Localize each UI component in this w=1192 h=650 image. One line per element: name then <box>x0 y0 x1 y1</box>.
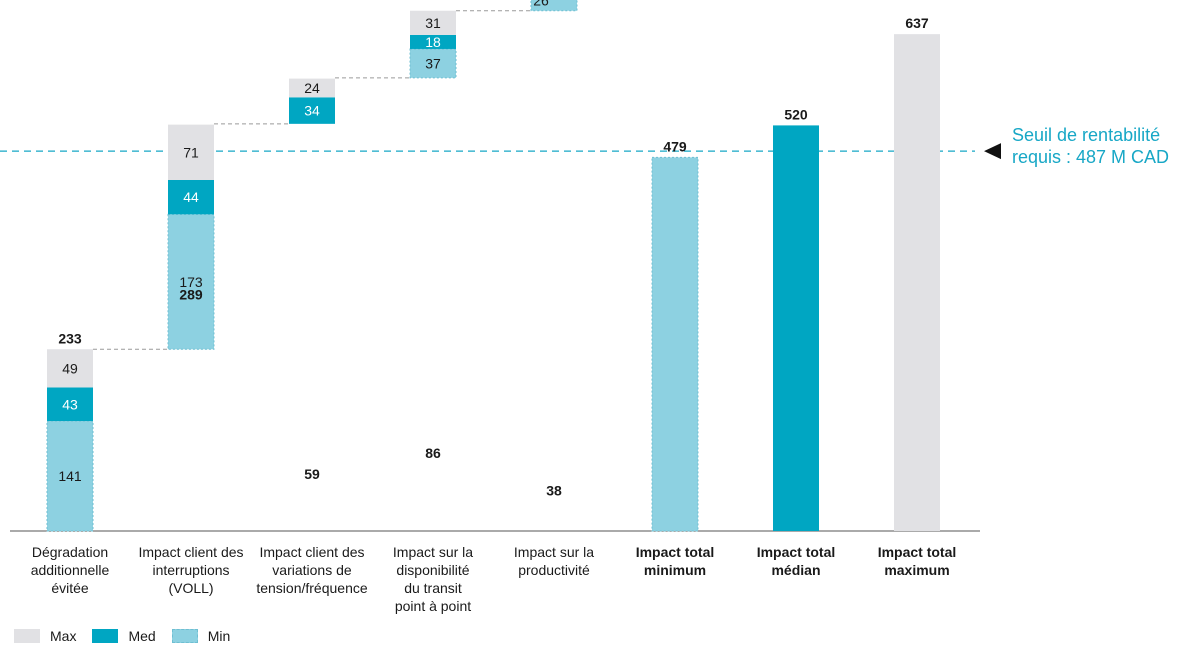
data-label-min-4: 26 <box>533 0 549 9</box>
legend-item-min: Min <box>171 628 231 644</box>
legend-label-max: Max <box>50 628 77 644</box>
total-label-2: 59 <box>304 466 320 482</box>
bar-max-7 <box>894 34 940 531</box>
x-category-label-6: Impact total médian <box>731 543 861 579</box>
bar-med-3 <box>410 34 456 49</box>
x-category-label-5-line-1: minimum <box>643 562 707 578</box>
data-label-min-1: 173 <box>179 274 203 290</box>
x-category-label-1-line-2: (VOLL) <box>168 580 214 596</box>
x-category-label-2-line-2: tension/fréquence <box>256 580 368 596</box>
bar-min-4 <box>530 0 578 12</box>
x-category-label-6-line-1: médian <box>771 562 821 578</box>
legend-label-min: Min <box>207 628 231 644</box>
data-label-med-1: 44 <box>183 189 199 205</box>
bar-max-2 <box>289 78 335 98</box>
data-label-med-2: 34 <box>304 103 320 119</box>
x-category-label-2-line-0: Impact client des <box>259 544 365 560</box>
bar-min-5 <box>651 156 699 532</box>
data-label-min-3: 37 <box>425 55 441 71</box>
x-category-label-3-line-0: Impact sur la <box>392 544 474 560</box>
total-label-7: 637 <box>905 15 929 31</box>
x-category-label-0-line-0: Dégradation <box>31 544 109 560</box>
x-category-label-2: Impact client des variations de tension/fr… <box>247 543 377 597</box>
x-category-label-0-line-2: évitée <box>51 580 89 596</box>
data-label-min-0: 141 <box>58 468 82 484</box>
x-category-label-4-line-0: Impact sur la <box>513 544 595 560</box>
legend-label-med: Med <box>128 628 156 644</box>
data-label-max-2: 24 <box>304 80 320 96</box>
x-category-label-3-line-1: disponibilité <box>396 562 470 578</box>
legend-swatch-med <box>92 629 119 643</box>
x-category-label-1: Impact client des interruptions (VOLL) <box>126 543 256 597</box>
x-category-label-4: Impact sur la productivité <box>489 543 619 579</box>
total-label-3: 86 <box>425 445 441 461</box>
bar-med-2 <box>289 97 335 124</box>
data-label-max-0: 49 <box>62 360 78 376</box>
threshold-label: Seuil de rentabilité requis : 487 M CAD <box>1012 124 1169 168</box>
x-category-label-6-line-0: Impact total <box>756 544 836 560</box>
data-label-max-3: 31 <box>425 15 441 31</box>
total-label-4: 38 <box>546 482 562 498</box>
legend-item-max: Max <box>14 628 76 644</box>
x-category-label-4-line-1: productivité <box>518 562 590 578</box>
total-label-6: 520 <box>784 106 808 122</box>
bar-max-3 <box>410 10 456 35</box>
bar-med-0 <box>47 387 93 422</box>
legend-item-med: Med <box>92 628 156 644</box>
bar-med-6 <box>773 125 819 532</box>
bar-min-0 <box>46 420 94 532</box>
legend: Max Med Min <box>14 628 246 644</box>
bar-max-0 <box>47 349 93 388</box>
legend-swatch-max <box>14 629 40 643</box>
bar-min-1 <box>167 213 215 350</box>
threshold-label-line-1: Seuil de rentabilité <box>1012 125 1161 145</box>
bar-med-1 <box>168 180 214 215</box>
x-category-label-1-line-0: Impact client des <box>138 544 244 560</box>
x-category-label-3: Impact sur la disponibilité du transit poin… <box>368 543 498 615</box>
x-category-label-3-line-3: point à point <box>394 598 472 614</box>
x-category-label-1-line-1: interruptions <box>152 562 230 578</box>
data-label-med-0: 43 <box>62 396 78 412</box>
threshold-label-line-2: requis : 487 M CAD <box>1012 147 1170 167</box>
x-category-label-0-line-1: additionnelle <box>30 562 110 578</box>
threshold-marker <box>984 143 1001 160</box>
bar-min-3 <box>409 48 457 79</box>
total-label-5: 479 <box>663 138 687 154</box>
data-label-max-1: 71 <box>183 144 199 160</box>
legend-swatch-min <box>171 629 198 643</box>
total-label-1: 289 <box>179 287 203 303</box>
x-category-label-3-line-2: du transit <box>404 580 462 596</box>
x-category-label-7-line-1: maximum <box>884 562 950 578</box>
x-category-label-5: Impact total minimum <box>610 543 740 579</box>
x-category-label-0: Dégradation additionnelle évitée <box>5 543 135 597</box>
data-label-med-3: 18 <box>425 34 441 50</box>
x-category-label-2-line-1: variations de <box>272 562 352 578</box>
x-category-label-7-line-0: Impact total <box>877 544 957 560</box>
x-category-label-7: Impact total maximum <box>852 543 982 579</box>
x-category-label-5-line-0: Impact total <box>635 544 715 560</box>
bar-max-1 <box>168 124 214 180</box>
total-label-0: 233 <box>58 330 82 346</box>
